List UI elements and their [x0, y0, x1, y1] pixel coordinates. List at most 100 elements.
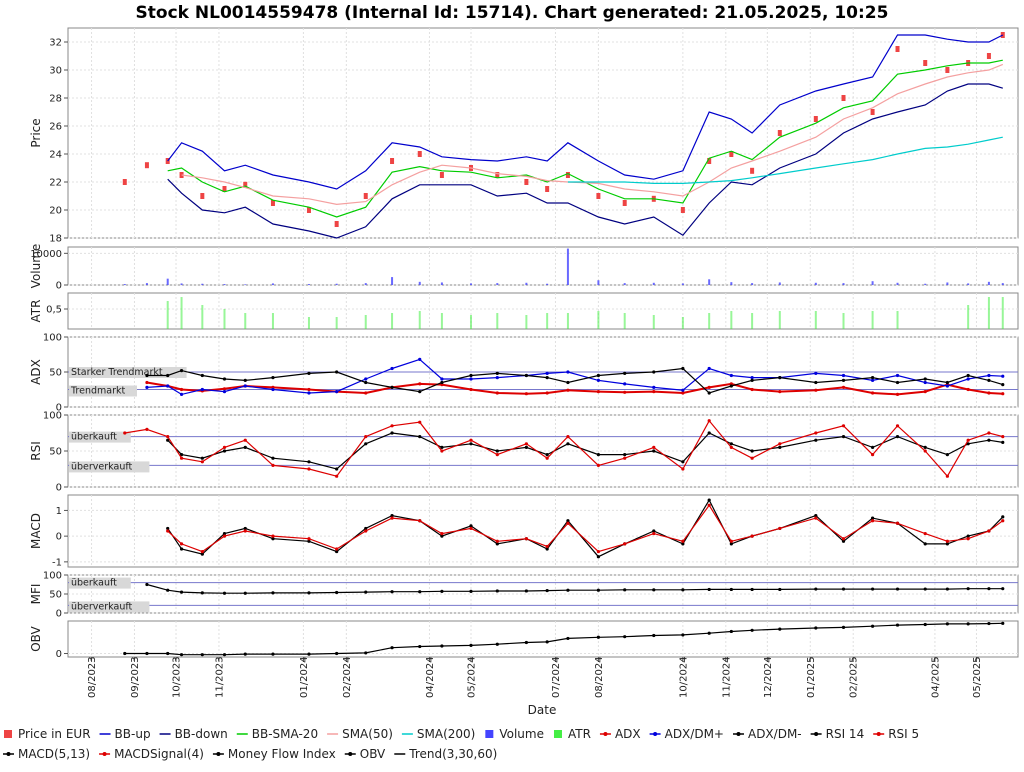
bar-atr: [987, 297, 990, 329]
series-point: [814, 626, 818, 630]
bar-volume: [469, 283, 472, 285]
series-point: [418, 357, 422, 361]
bar-volume: [335, 283, 338, 285]
series-point: [895, 392, 900, 396]
legend-label: Volume: [499, 727, 544, 741]
series-point: [335, 370, 339, 374]
series-point: [895, 521, 900, 525]
series-point: [681, 542, 685, 546]
series-point: [495, 589, 499, 593]
series-point: [841, 587, 846, 591]
series-point: [707, 503, 711, 507]
series-point: [596, 549, 600, 554]
legend-swatch-dot: [348, 752, 353, 756]
series-point: [166, 438, 170, 442]
series-point: [335, 474, 339, 478]
bar-atr: [364, 315, 367, 329]
series-point: [966, 537, 970, 541]
series-point: [729, 539, 733, 543]
series-point: [222, 445, 227, 449]
legend-label: RSI 14: [826, 727, 865, 741]
series-point: [945, 384, 949, 388]
bar-volume: [496, 283, 499, 285]
series-point: [987, 529, 991, 533]
series-point: [166, 373, 170, 378]
series-point: [524, 373, 528, 378]
bar-atr: [440, 313, 443, 329]
series-point: [545, 544, 549, 549]
panel-mfi: 100 50 0 MFI überkauft überverkauft: [29, 571, 1019, 620]
series-point: [623, 588, 627, 592]
y-axis-label-atr: ATR: [29, 300, 43, 323]
series-point: [222, 531, 227, 536]
annotation-label: überverkauft: [71, 601, 133, 612]
bar-volume: [708, 279, 711, 285]
series-point: [179, 590, 184, 594]
bar-volume: [307, 284, 310, 285]
series-point: [652, 529, 656, 533]
price-candle: [243, 181, 248, 188]
series-point: [987, 621, 991, 626]
price-candle: [565, 172, 570, 178]
bar-volume: [180, 283, 183, 285]
series-point: [307, 652, 311, 656]
price-candle: [707, 158, 712, 164]
bar-atr: [418, 311, 421, 329]
series-point: [307, 591, 311, 595]
series-point: [652, 531, 656, 536]
series-point: [271, 534, 275, 538]
series-point: [895, 623, 900, 627]
series-point: [1001, 383, 1005, 387]
price-candle: [363, 193, 368, 199]
series-point: [652, 390, 656, 394]
series-point: [545, 391, 549, 395]
series-point: [364, 442, 368, 446]
series-point: [623, 635, 627, 639]
y-tick-label: 0: [56, 532, 62, 543]
series-point: [545, 456, 549, 460]
series-point: [870, 516, 875, 520]
x-tick-label: 12/2024: [763, 656, 774, 698]
series-point: [222, 591, 227, 595]
series-point: [841, 537, 846, 541]
series-point: [418, 382, 422, 386]
series-point: [870, 453, 875, 457]
bar-volume: [440, 282, 443, 285]
series-line-macdsignal-4-: [167, 504, 1004, 553]
price-candle: [417, 151, 422, 157]
series-point: [707, 631, 711, 635]
bar-volume: [418, 281, 421, 285]
series-point: [596, 378, 600, 382]
x-tick-label: 07/2024: [551, 656, 562, 698]
series-point: [945, 622, 949, 626]
series-point: [200, 591, 204, 595]
series-point: [566, 521, 570, 525]
series-point: [179, 453, 184, 457]
panel-frame-mfi: [67, 574, 1019, 614]
legend-item: ADX/DM-: [732, 727, 802, 741]
series-point: [390, 424, 394, 428]
bar-atr: [730, 311, 733, 329]
price-candle: [841, 95, 846, 101]
series-point: [596, 463, 600, 467]
series-point: [495, 642, 499, 646]
series-point: [440, 531, 444, 536]
series-point: [200, 549, 204, 554]
series-point: [243, 445, 247, 449]
bar-volume: [223, 284, 226, 285]
series-point: [179, 387, 184, 392]
y-axis-label-volume: Volume: [29, 244, 43, 289]
series-point: [166, 529, 170, 533]
legend-label: MACD(5,13): [18, 747, 90, 761]
series-point: [364, 391, 368, 395]
series-point: [750, 376, 754, 380]
bar-atr: [307, 317, 310, 329]
series-point: [623, 390, 627, 394]
bar-atr: [1001, 297, 1004, 329]
legend-item: BB-down: [159, 727, 228, 741]
series-point: [814, 587, 818, 591]
y-tick-label: 100: [43, 333, 62, 344]
series-point: [966, 587, 970, 591]
panel-volume: 10000 0 Volume: [29, 244, 1019, 292]
series-point: [166, 588, 170, 592]
